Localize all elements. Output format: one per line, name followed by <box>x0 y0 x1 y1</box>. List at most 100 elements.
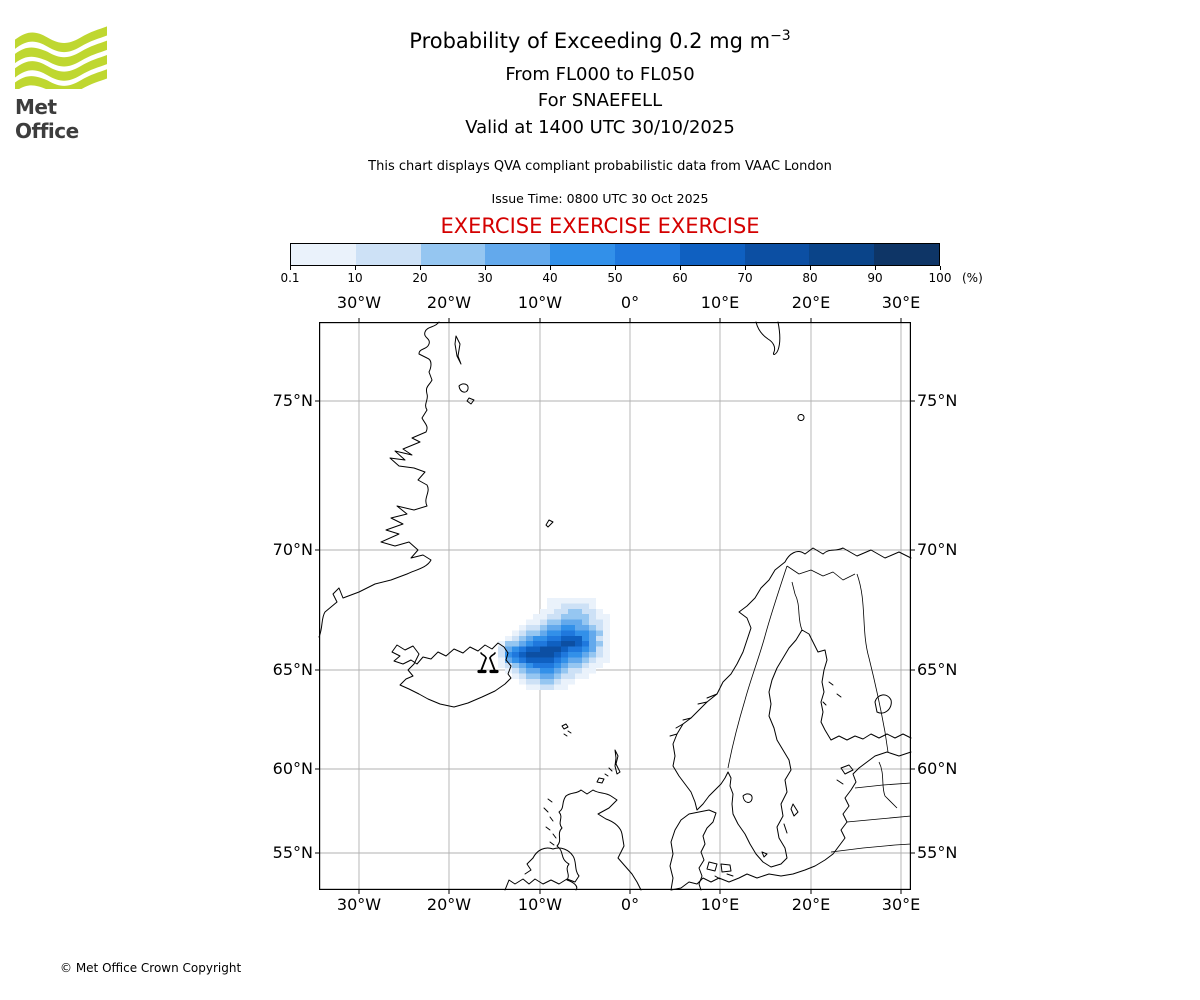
jan-mayen-island <box>545 519 554 528</box>
plume-cell <box>526 673 533 679</box>
plume-cell <box>561 652 568 658</box>
colorbar-tick-label: 20 <box>412 271 428 285</box>
colorbar-tick-label: 70 <box>737 271 753 285</box>
plume-cell <box>582 662 589 669</box>
plume-cell <box>526 668 533 674</box>
top-axis-label-20W: 20°W <box>426 293 472 312</box>
plume-cell <box>582 646 589 652</box>
plume-cell <box>561 673 568 679</box>
plume-cell <box>533 668 540 674</box>
plume-cell <box>568 646 575 652</box>
plume-cell <box>554 630 561 636</box>
shetland-islands <box>608 749 621 775</box>
estonian-islands <box>836 764 854 785</box>
left-axis-label-70N: 70°N <box>272 540 313 559</box>
top-axis-label-20E: 20°E <box>791 293 831 312</box>
plume-cell <box>533 641 540 647</box>
plume-cell <box>533 662 540 669</box>
plume-cell <box>561 608 568 615</box>
plume-cell <box>554 646 561 652</box>
plume-cell <box>547 646 554 652</box>
top-axis-label-10E: 10°E <box>700 293 740 312</box>
axis-ticks <box>315 318 915 894</box>
colorbar-tick <box>680 266 681 270</box>
plume-cell <box>498 646 505 652</box>
plume-cell <box>561 598 568 604</box>
colorbar-segment-6 <box>614 244 680 265</box>
plume-cell <box>561 646 568 652</box>
top-axis-label-0: 0° <box>620 293 640 312</box>
plume-cell <box>540 625 547 631</box>
svalbard-tip <box>755 321 781 355</box>
plume-cell <box>540 684 547 690</box>
plume-cell <box>561 614 568 620</box>
plume-cell <box>568 662 575 669</box>
plume-cell <box>533 679 540 685</box>
subtitle-volcano: For SNAEFELL <box>537 90 663 111</box>
plume-cell <box>554 641 561 647</box>
plume-cell <box>568 630 575 636</box>
plume-cell <box>547 673 554 679</box>
plume-cell <box>526 625 533 631</box>
plume-cell <box>603 630 610 636</box>
plume-cell <box>589 619 596 625</box>
plume-cell <box>554 625 561 631</box>
plume-cell <box>568 652 575 658</box>
plume-cell <box>568 614 575 620</box>
colorbar-segment-4 <box>485 244 551 265</box>
plume-cell <box>568 619 575 625</box>
plume-cell <box>519 679 526 685</box>
colorbar-tick-label: 30 <box>477 271 493 285</box>
plume-cell <box>554 662 561 669</box>
colorbar-tick <box>420 266 421 270</box>
plume-cell <box>540 641 547 647</box>
plume-cell <box>547 652 554 658</box>
plume-cell <box>526 679 533 685</box>
plume-cell <box>519 673 526 679</box>
subtitle-valid-time: Valid at 1400 UTC 30/10/2025 <box>465 117 735 138</box>
colorbar-tick-label: 50 <box>607 271 623 285</box>
colorbar-tick <box>290 266 291 270</box>
logo-wave-band <box>15 26 107 53</box>
colorbar-tick-label: 10 <box>347 271 363 285</box>
plume-cell <box>561 603 568 609</box>
plume-cell <box>540 646 547 652</box>
title-exponent: −3 <box>770 28 791 44</box>
plume-cell <box>575 608 582 615</box>
plume-cell <box>547 608 554 615</box>
plume-cell <box>575 668 582 674</box>
plume-cell <box>596 630 603 636</box>
bottom-axis-label-30W: 30°W <box>336 895 382 914</box>
plume-cell <box>603 635 610 642</box>
plume-cell <box>582 630 589 636</box>
plume-cell <box>589 603 596 609</box>
plume-cell <box>519 635 526 642</box>
colorbar-tick <box>485 266 486 270</box>
faroe-islands <box>561 723 572 737</box>
plume-cell <box>568 608 575 615</box>
top-axis-label-10W: 10°W <box>517 293 563 312</box>
plume-cell <box>498 652 505 658</box>
plume-cell <box>526 630 533 636</box>
bottom-axis-label-10E: 10°E <box>700 895 740 914</box>
right-axis-label-65N: 65°N <box>917 660 958 679</box>
country-borders <box>727 565 912 853</box>
plume-cell <box>533 646 540 652</box>
lake-vanern <box>742 793 753 803</box>
plume-cell <box>540 679 547 685</box>
iceland-coast <box>391 642 512 708</box>
plume-cell <box>575 630 582 636</box>
right-axis-label-55N: 55°N <box>917 843 958 862</box>
plume-cell <box>568 625 575 631</box>
plume-cell <box>533 619 540 625</box>
plume-cell <box>547 614 554 620</box>
plume-cell <box>505 646 512 652</box>
plume-cell <box>603 652 610 658</box>
plume-cell <box>540 657 547 663</box>
plume-cell <box>498 662 505 669</box>
chart-title: Probability of Exceeding 0.2 mg m−3 <box>409 28 791 53</box>
plume-cell <box>603 619 610 625</box>
plume-cell <box>589 662 596 669</box>
plume-cell <box>540 652 547 658</box>
plume-cell <box>596 619 603 625</box>
